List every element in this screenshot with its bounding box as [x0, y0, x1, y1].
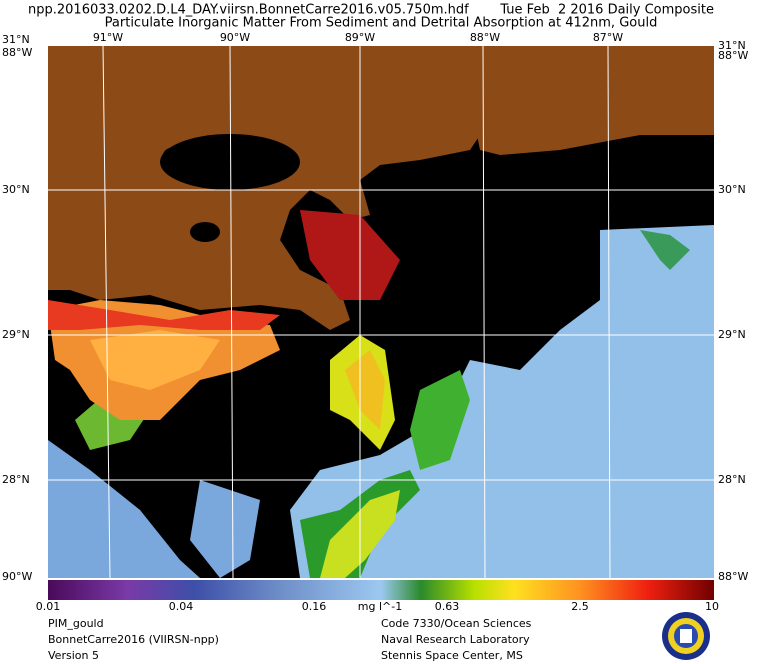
lat-label: 30°N: [718, 183, 746, 196]
lon-label: 88°W: [470, 31, 500, 44]
footer-center: Stennis Space Center, MS: [381, 649, 523, 662]
lat-label: 29°N: [718, 328, 746, 341]
date: Tue Feb 2 2016 Daily Composite: [499, 3, 714, 18]
title: Particulate Inorganic Matter From Sedime…: [105, 16, 658, 31]
colorbar-label: 0.01: [36, 600, 61, 613]
corner-label: 88°W: [718, 570, 748, 583]
colorbar-label: 0.16: [302, 600, 327, 613]
lat-label: 29°N: [2, 328, 30, 341]
map: [48, 45, 714, 579]
footer-left: Version 5: [48, 649, 99, 662]
logo: [662, 612, 710, 660]
corner-label: 88°W: [2, 46, 32, 59]
lon-label: 89°W: [345, 31, 375, 44]
colorbar-label: 0.04: [169, 600, 194, 613]
colorbar-unit: mg l^-1: [358, 600, 402, 613]
lat-label: 31°N: [2, 33, 30, 46]
colorbar-label: 10: [705, 600, 719, 613]
lon-label: 87°W: [593, 31, 623, 44]
corner-label: 90°W: [2, 570, 32, 583]
lat-label: 31°N: [718, 39, 746, 52]
footer-left: BonnetCarre2016 (VIIRSN-npp): [48, 633, 219, 646]
footer-left: PIM_gould: [48, 617, 104, 630]
lon-label: 90°W: [220, 31, 250, 44]
lat-label: 30°N: [2, 183, 30, 196]
lat-label: 28°N: [718, 473, 746, 486]
colorbar: [48, 580, 714, 600]
footer-center: Code 7330/Ocean Sciences: [381, 617, 532, 630]
corner-label: 88°W: [718, 49, 748, 62]
file-name: npp.2016033.0202.D.L4_DAY.viirsn.BonnetC…: [28, 3, 469, 18]
lat-label: 28°N: [2, 473, 30, 486]
colorbar-label: 2.5: [571, 600, 589, 613]
colorbar-label: 0.63: [435, 600, 460, 613]
lon-label: 91°W: [93, 31, 123, 44]
footer-center: Naval Research Laboratory: [381, 633, 530, 646]
